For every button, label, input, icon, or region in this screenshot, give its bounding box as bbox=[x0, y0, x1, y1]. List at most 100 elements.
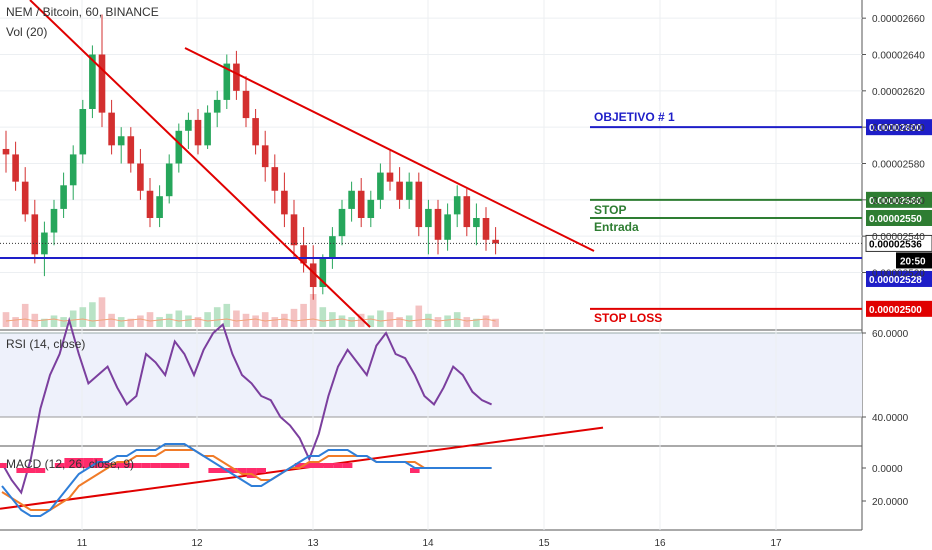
price-tick-label: 0.00002640 bbox=[872, 51, 925, 62]
volume-label[interactable]: Vol (20) bbox=[6, 25, 48, 39]
volume-bar bbox=[146, 312, 154, 327]
candle-body bbox=[300, 245, 307, 264]
volume-bar bbox=[60, 317, 67, 327]
price-tick-label: 0.00002540 bbox=[872, 232, 925, 243]
candle-body bbox=[165, 163, 173, 197]
macd-histogram-bar bbox=[64, 458, 74, 468]
macd-indicator bbox=[0, 443, 492, 517]
rsi-band bbox=[0, 333, 862, 417]
volume-bar bbox=[252, 315, 259, 327]
macd-histogram-bar bbox=[342, 463, 353, 468]
candle-body bbox=[41, 232, 48, 255]
candle-body bbox=[194, 119, 202, 146]
volume-bar bbox=[117, 317, 125, 327]
volume-bar bbox=[98, 297, 106, 327]
time-tick-label: 14 bbox=[422, 538, 434, 549]
candle-body bbox=[357, 190, 365, 218]
volume-bar bbox=[281, 313, 288, 327]
macd-histogram-bar bbox=[304, 463, 314, 468]
macd-histogram-bar bbox=[208, 468, 218, 473]
price-tag-bg bbox=[866, 191, 932, 208]
price-tag-label: 0.00002500 bbox=[869, 305, 922, 316]
candle-body bbox=[21, 181, 29, 215]
macd-histogram-bar bbox=[35, 468, 46, 473]
candle-body bbox=[79, 109, 87, 155]
candle-body bbox=[117, 136, 125, 146]
macd-histogram-bar bbox=[83, 458, 94, 468]
volume-bar bbox=[185, 315, 192, 327]
candle-body bbox=[444, 214, 451, 240]
candle-body bbox=[146, 190, 154, 218]
volume-bar bbox=[290, 308, 298, 327]
volume-bar bbox=[213, 307, 221, 327]
candle-body bbox=[434, 208, 442, 240]
volume-bar bbox=[377, 310, 384, 327]
rsi-title[interactable]: RSI (14, close) bbox=[6, 337, 86, 351]
macd-histogram-bar bbox=[160, 463, 170, 468]
candle-body bbox=[453, 196, 461, 215]
volume-bar bbox=[79, 307, 87, 327]
macd-histogram-bar bbox=[218, 468, 228, 473]
price-levels[interactable]: OBJETIVO # 1 0.00002600 STOP 0.00002560 Entr… bbox=[0, 110, 932, 325]
candle-body bbox=[309, 263, 317, 288]
candle-body bbox=[329, 236, 336, 258]
macd-histogram-bar bbox=[170, 463, 180, 468]
volume-bar bbox=[367, 315, 375, 327]
volume-bar bbox=[127, 318, 135, 327]
volume-bar bbox=[194, 317, 202, 327]
candle-body bbox=[386, 172, 394, 182]
candle-body bbox=[377, 172, 384, 200]
volume-bar bbox=[41, 318, 48, 327]
countdown-tag bbox=[896, 252, 932, 269]
macd-signal-line bbox=[1, 449, 492, 511]
volume-bar bbox=[482, 315, 490, 327]
candle-body bbox=[60, 185, 67, 209]
volume-bar bbox=[463, 317, 471, 327]
macd-histogram-bar bbox=[122, 463, 132, 468]
candle-body bbox=[252, 118, 259, 146]
candle-body bbox=[473, 218, 480, 228]
candle-body bbox=[2, 148, 10, 155]
candle-body bbox=[492, 239, 499, 244]
volume-bar bbox=[271, 317, 279, 327]
macd-histogram-bar bbox=[54, 463, 65, 468]
volume-bar bbox=[338, 315, 346, 327]
volume-bar bbox=[261, 312, 269, 327]
price-tag-bg bbox=[866, 119, 932, 136]
macd-line bbox=[1, 443, 492, 517]
macd-histogram-bar bbox=[256, 468, 266, 473]
candle-body bbox=[31, 214, 39, 255]
volume-bar bbox=[300, 303, 307, 327]
volume-bar bbox=[233, 310, 240, 327]
candle-body bbox=[108, 112, 115, 146]
macd-histogram-bar bbox=[410, 468, 420, 473]
volume-bar bbox=[453, 312, 461, 327]
price-tick-label: 0.00002580 bbox=[872, 160, 925, 171]
candle-body bbox=[338, 208, 346, 237]
volume-bar bbox=[348, 317, 355, 327]
volume-bar bbox=[223, 303, 231, 327]
trendlines[interactable] bbox=[29, 0, 595, 328]
symbol-title[interactable]: NEM / Bitcoin, 60, BINANCE bbox=[6, 5, 159, 19]
volume-bar bbox=[156, 317, 163, 327]
price-tag-bg bbox=[866, 270, 932, 287]
candlesticks[interactable] bbox=[2, 14, 499, 300]
rsi-trendline bbox=[0, 426, 604, 510]
candle-body bbox=[482, 218, 490, 240]
macd-tick-label: 0.0000 bbox=[872, 464, 903, 475]
volume-bar bbox=[12, 317, 19, 327]
rsi-tick-label: 40.0000 bbox=[872, 413, 909, 424]
volume-bar bbox=[175, 310, 183, 327]
level-label-stop: STOP bbox=[594, 203, 626, 217]
volume-bar bbox=[2, 312, 10, 327]
candle-body bbox=[242, 90, 250, 119]
candle-body bbox=[463, 196, 471, 228]
volume-bar bbox=[434, 317, 442, 327]
macd-title[interactable]: MACD (12, 26, close, 9) bbox=[6, 457, 135, 471]
volume-bar bbox=[21, 303, 29, 327]
volume-bar bbox=[415, 305, 423, 327]
level-label-stop-loss: STOP LOSS bbox=[594, 311, 662, 325]
candle-body bbox=[69, 154, 77, 186]
macd-histogram-bar bbox=[0, 463, 7, 468]
